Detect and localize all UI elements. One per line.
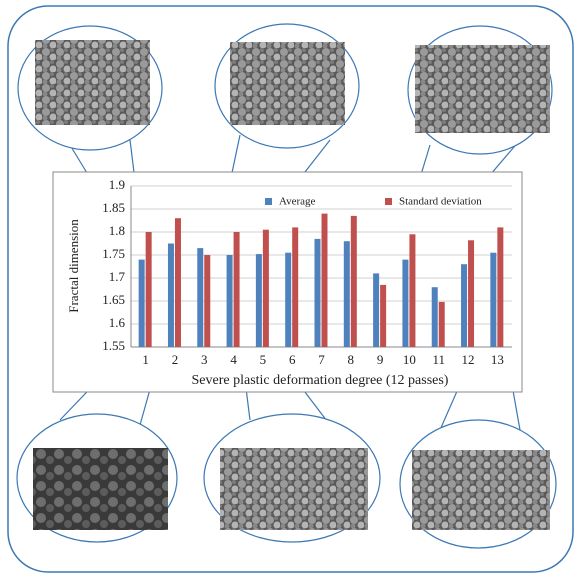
bar bbox=[432, 287, 438, 347]
x-tick-label: 13 bbox=[491, 352, 504, 367]
x-tick-label: 7 bbox=[318, 352, 325, 367]
x-tick-label: 9 bbox=[377, 352, 384, 367]
bar bbox=[315, 239, 321, 347]
bar bbox=[322, 214, 328, 347]
y-tick-label: 1.85 bbox=[102, 200, 125, 215]
bar bbox=[380, 285, 386, 347]
y-tick-label: 1.55 bbox=[102, 338, 125, 353]
bar bbox=[344, 241, 350, 347]
bar bbox=[439, 302, 445, 347]
bar bbox=[234, 232, 240, 347]
y-axis-title: Fractal dimension bbox=[66, 219, 81, 313]
bar bbox=[497, 227, 503, 347]
legend-swatch bbox=[265, 198, 272, 205]
bar bbox=[490, 253, 496, 347]
bar bbox=[351, 216, 357, 347]
bar bbox=[292, 227, 298, 347]
legend-label: Average bbox=[279, 196, 316, 208]
x-tick-label: 3 bbox=[201, 352, 208, 367]
x-axis-title: Severe plastic deformation degree (12 pa… bbox=[192, 373, 449, 388]
bar bbox=[168, 244, 174, 348]
bar bbox=[263, 230, 269, 347]
x-tick-label: 2 bbox=[172, 352, 179, 367]
bar bbox=[409, 234, 415, 347]
x-tick-label: 5 bbox=[260, 352, 267, 367]
y-tick-label: 1.65 bbox=[102, 292, 125, 307]
x-tick-label: 10 bbox=[403, 352, 416, 367]
bar bbox=[227, 255, 233, 347]
x-tick-label: 6 bbox=[289, 352, 296, 367]
bar bbox=[139, 260, 145, 347]
y-tick-label: 1.75 bbox=[102, 246, 125, 261]
bar bbox=[256, 254, 262, 347]
bar bbox=[175, 218, 181, 347]
bar bbox=[461, 264, 467, 347]
x-tick-label: 11 bbox=[432, 352, 445, 367]
y-tick-label: 1.6 bbox=[109, 315, 126, 330]
bar bbox=[146, 232, 152, 347]
legend-swatch bbox=[385, 198, 392, 205]
x-tick-label: 8 bbox=[348, 352, 355, 367]
figure: Fractal dimension Severe plastic deforma… bbox=[0, 0, 579, 578]
bar bbox=[197, 248, 203, 347]
bar bbox=[402, 260, 408, 347]
bar bbox=[468, 240, 474, 347]
y-tick-label: 1.8 bbox=[109, 223, 125, 238]
bar bbox=[373, 273, 379, 347]
bar bbox=[204, 255, 210, 347]
x-tick-label: 12 bbox=[462, 352, 475, 367]
x-tick-label: 4 bbox=[230, 352, 237, 367]
y-tick-label: 1.7 bbox=[109, 269, 126, 284]
bar bbox=[285, 253, 291, 347]
x-tick-label: 1 bbox=[142, 352, 149, 367]
y-tick-label: 1.9 bbox=[109, 177, 125, 192]
legend-label: Standard deviation bbox=[399, 196, 482, 208]
